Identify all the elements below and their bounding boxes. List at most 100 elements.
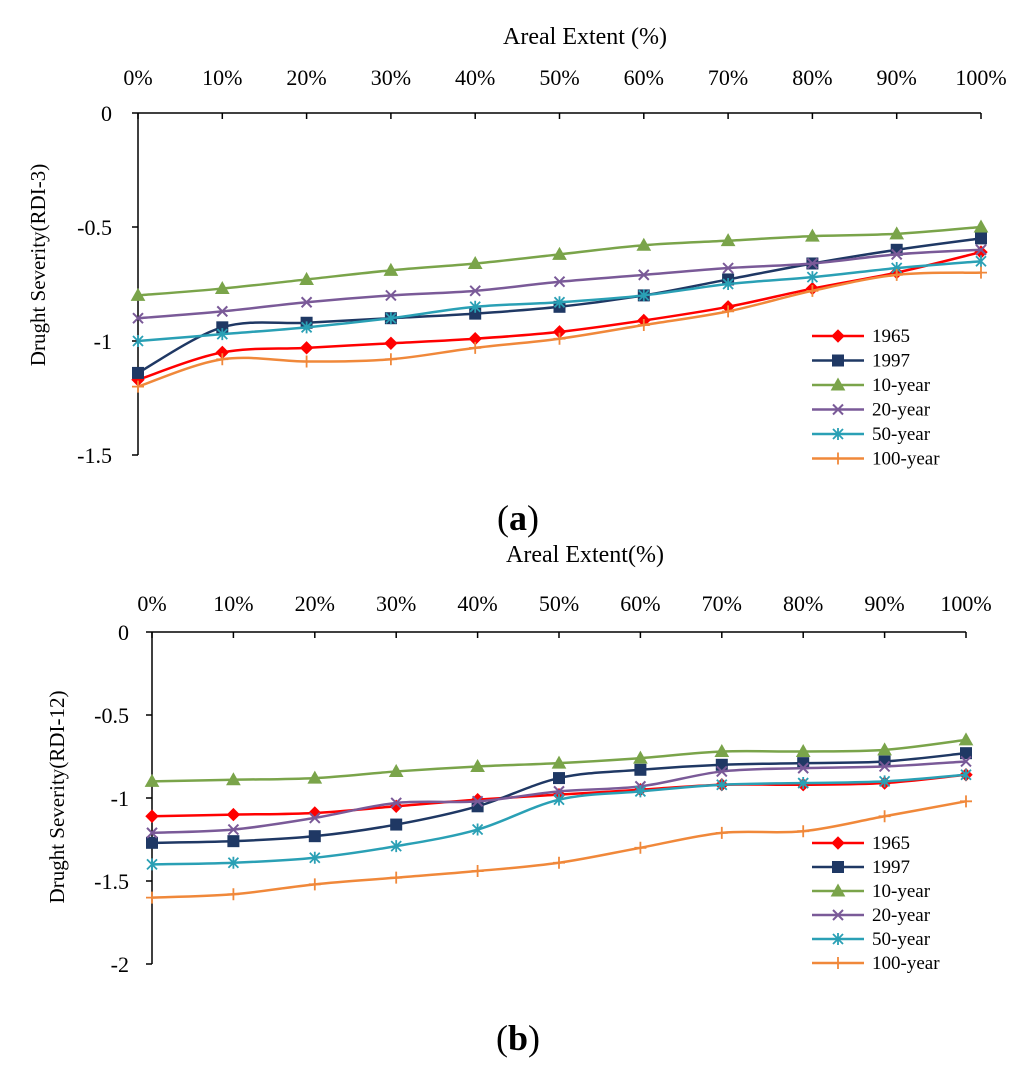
data-point [806, 257, 819, 270]
data-point [960, 747, 972, 760]
y-tick-label: -0.5 [77, 215, 112, 240]
data-point [890, 268, 903, 281]
data-point [975, 244, 987, 256]
data-point [384, 353, 397, 366]
data-point [469, 341, 482, 354]
legend-marker [830, 377, 846, 391]
data-point [388, 763, 404, 777]
chart-panel-a: Areal Extent (%) Drught Severity(RDI-3) … [26, 24, 1007, 538]
y-axis-title-a: Drught Severity(RDI-3) [26, 164, 50, 366]
series-10-year-a [130, 219, 989, 301]
chart-panel-b: Areal Extent(%) Drught Severity(RDI-12) … [45, 542, 992, 1058]
x-tick-label: 20% [286, 65, 326, 90]
x-tick-label: 0% [123, 65, 152, 90]
series-20-year-b [146, 755, 972, 839]
data-point [226, 807, 241, 822]
series-line [137, 225, 982, 297]
legend-item: 50-year [812, 929, 931, 950]
y-tick-label: -0.5 [94, 703, 129, 728]
data-point [132, 366, 144, 379]
data-point [975, 255, 987, 268]
data-point [300, 355, 313, 368]
data-point [470, 758, 485, 772]
data-point [467, 255, 483, 269]
legend-item: 1997 [812, 857, 910, 878]
legend-label: 1965 [872, 326, 910, 347]
data-point [390, 840, 402, 853]
legend-marker [832, 428, 844, 440]
data-point [960, 795, 972, 808]
legend-item: 1965 [812, 326, 910, 347]
data-point [797, 825, 810, 838]
legend-item: 20-year [812, 400, 931, 421]
legend-b: 1965 1997 10-year 20-year 50-year 100-year [812, 833, 940, 974]
legend-marker [832, 452, 844, 465]
legend-item: 20-year [812, 905, 931, 926]
legend-marker [832, 933, 844, 945]
data-point [385, 289, 397, 302]
legend-marker [832, 403, 844, 416]
legend-label: 10-year [872, 881, 931, 902]
data-point [890, 248, 903, 261]
data-point [878, 760, 891, 773]
x-tick-label: 100% [955, 65, 1006, 90]
data-point [308, 830, 321, 843]
data-point [390, 797, 402, 809]
data-point [797, 777, 809, 790]
y-tick-label: 0 [118, 620, 129, 645]
data-point [638, 269, 650, 281]
x-tick-label: 10% [213, 591, 253, 616]
data-point [889, 226, 905, 240]
legend-label: 1997 [872, 351, 910, 372]
data-point [216, 353, 229, 366]
data-point [300, 296, 313, 308]
legend-marker [832, 354, 844, 367]
data-point [806, 271, 819, 284]
x-tick-label: 30% [371, 65, 411, 90]
x-axis-title-a: Areal Extent (%) [503, 24, 667, 50]
data-point [146, 836, 158, 849]
x-tick-label: 90% [864, 591, 904, 616]
legend-item: 1997 [812, 351, 910, 372]
x-tick-label: 30% [376, 591, 416, 616]
data-point [633, 750, 648, 764]
x-tick-label: 100% [940, 591, 991, 616]
data-point [216, 328, 228, 341]
data-point [132, 380, 144, 393]
series-100-year-a [132, 266, 987, 393]
y-tick-label: -2 [111, 952, 129, 977]
data-point [299, 341, 314, 355]
data-point [132, 335, 144, 347]
data-point [714, 744, 730, 758]
data-point [553, 276, 566, 288]
series-1997-b [146, 747, 972, 849]
x-tick-label: 40% [455, 65, 495, 90]
data-point [132, 312, 144, 324]
x-tick-label: 40% [457, 591, 497, 616]
legend-label: 50-year [872, 929, 931, 950]
data-point [720, 233, 736, 247]
data-point [130, 287, 146, 301]
data-point [390, 818, 403, 831]
data-point [634, 763, 647, 776]
data-point [300, 321, 313, 334]
data-point [227, 835, 240, 848]
legend-item: 1965 [812, 833, 910, 854]
legend-marker [831, 836, 845, 850]
data-point [975, 232, 987, 245]
data-point [975, 266, 987, 279]
data-point [307, 770, 323, 784]
legend-label: 20-year [872, 905, 931, 926]
data-point [553, 296, 566, 309]
data-point [309, 851, 321, 864]
y-tick-label: -1 [94, 329, 112, 354]
data-point [722, 278, 734, 290]
legend-label: 1997 [872, 857, 910, 878]
y-tick-label: -1.5 [77, 443, 112, 468]
legend-label: 100-year [872, 449, 940, 470]
legend-marker [832, 861, 844, 873]
data-point [146, 858, 158, 871]
data-point [973, 219, 989, 233]
series-line [151, 800, 967, 899]
